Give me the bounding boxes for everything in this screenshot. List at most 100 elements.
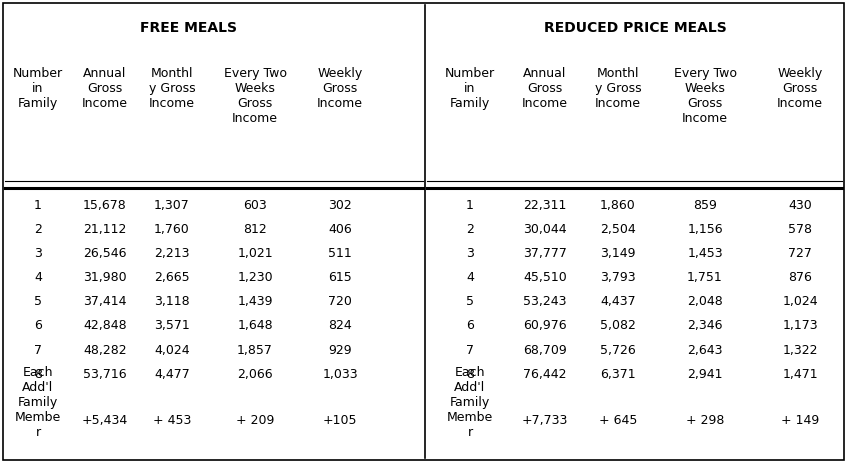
Text: 22,311: 22,311 bbox=[523, 199, 567, 212]
Text: Number
in
Family: Number in Family bbox=[13, 67, 63, 110]
Text: 1,760: 1,760 bbox=[154, 223, 190, 236]
Text: 3: 3 bbox=[466, 247, 474, 260]
Text: 5,082: 5,082 bbox=[600, 319, 636, 332]
Text: 4,477: 4,477 bbox=[154, 368, 190, 381]
Text: 53,243: 53,243 bbox=[523, 295, 567, 308]
Text: 1: 1 bbox=[34, 199, 42, 212]
Text: Weekly
Gross
Income: Weekly Gross Income bbox=[317, 67, 363, 110]
Text: 2: 2 bbox=[466, 223, 474, 236]
Text: 1,021: 1,021 bbox=[237, 247, 273, 260]
Text: 30,044: 30,044 bbox=[523, 223, 567, 236]
Text: 2,643: 2,643 bbox=[687, 344, 722, 357]
Text: 6: 6 bbox=[466, 319, 474, 332]
Text: 5,726: 5,726 bbox=[601, 344, 636, 357]
Text: 1,322: 1,322 bbox=[783, 344, 817, 357]
Text: 1,648: 1,648 bbox=[237, 319, 273, 332]
Text: 3,118: 3,118 bbox=[154, 295, 190, 308]
Text: 1,307: 1,307 bbox=[154, 199, 190, 212]
Text: 1,857: 1,857 bbox=[237, 344, 273, 357]
Text: Annual
Gross
Income: Annual Gross Income bbox=[82, 67, 128, 110]
Text: 615: 615 bbox=[328, 271, 352, 284]
Text: 5: 5 bbox=[34, 295, 42, 308]
Text: 8: 8 bbox=[34, 368, 42, 381]
Text: 1,860: 1,860 bbox=[601, 199, 636, 212]
Text: 3,149: 3,149 bbox=[601, 247, 636, 260]
Text: 812: 812 bbox=[243, 223, 267, 236]
Text: 1,024: 1,024 bbox=[782, 295, 818, 308]
Text: +5,434: +5,434 bbox=[82, 414, 128, 427]
Text: 302: 302 bbox=[328, 199, 352, 212]
Text: +7,733: +7,733 bbox=[522, 414, 568, 427]
Text: 2,941: 2,941 bbox=[687, 368, 722, 381]
Text: Each
Add'l
Family
Membe
r: Each Add'l Family Membe r bbox=[15, 366, 61, 439]
Text: 76,442: 76,442 bbox=[523, 368, 567, 381]
Text: 1,230: 1,230 bbox=[237, 271, 273, 284]
Text: 4: 4 bbox=[466, 271, 474, 284]
Text: 1,033: 1,033 bbox=[322, 368, 357, 381]
Text: Number
in
Family: Number in Family bbox=[445, 67, 495, 110]
Text: 1,751: 1,751 bbox=[687, 271, 722, 284]
Text: 2,346: 2,346 bbox=[687, 319, 722, 332]
Text: 7: 7 bbox=[34, 344, 42, 357]
Text: 2,665: 2,665 bbox=[154, 271, 190, 284]
Text: 6,371: 6,371 bbox=[601, 368, 636, 381]
Text: 511: 511 bbox=[328, 247, 352, 260]
Text: 859: 859 bbox=[693, 199, 717, 212]
Text: 31,980: 31,980 bbox=[83, 271, 127, 284]
Text: 26,546: 26,546 bbox=[83, 247, 127, 260]
Text: 727: 727 bbox=[788, 247, 812, 260]
Text: 720: 720 bbox=[328, 295, 352, 308]
Text: 37,414: 37,414 bbox=[83, 295, 127, 308]
Text: 2,213: 2,213 bbox=[154, 247, 190, 260]
Text: 3,793: 3,793 bbox=[601, 271, 636, 284]
Text: Every Two
Weeks
Gross
Income: Every Two Weeks Gross Income bbox=[673, 67, 737, 125]
Text: 5: 5 bbox=[466, 295, 474, 308]
Text: 60,976: 60,976 bbox=[523, 319, 567, 332]
Text: 876: 876 bbox=[788, 271, 812, 284]
Text: 578: 578 bbox=[788, 223, 812, 236]
Text: +105: +105 bbox=[323, 414, 357, 427]
Text: + 453: + 453 bbox=[152, 414, 191, 427]
Text: 406: 406 bbox=[328, 223, 352, 236]
Text: 2,504: 2,504 bbox=[601, 223, 636, 236]
Text: 603: 603 bbox=[243, 199, 267, 212]
Text: + 298: + 298 bbox=[686, 414, 724, 427]
Text: FREE MEALS: FREE MEALS bbox=[141, 21, 237, 35]
Text: 824: 824 bbox=[328, 319, 352, 332]
Text: 4: 4 bbox=[34, 271, 42, 284]
Text: 7: 7 bbox=[466, 344, 474, 357]
Text: 4,437: 4,437 bbox=[601, 295, 636, 308]
Text: 2,048: 2,048 bbox=[687, 295, 722, 308]
Text: Every Two
Weeks
Gross
Income: Every Two Weeks Gross Income bbox=[224, 67, 286, 125]
Text: Weekly
Gross
Income: Weekly Gross Income bbox=[777, 67, 823, 110]
Text: Each
Add'l
Family
Membe
r: Each Add'l Family Membe r bbox=[447, 366, 493, 439]
Text: + 149: + 149 bbox=[781, 414, 819, 427]
Text: Monthl
y Gross
Income: Monthl y Gross Income bbox=[149, 67, 196, 110]
Text: 1,453: 1,453 bbox=[687, 247, 722, 260]
Text: REDUCED PRICE MEALS: REDUCED PRICE MEALS bbox=[544, 21, 727, 35]
Text: 929: 929 bbox=[328, 344, 352, 357]
Text: 1,439: 1,439 bbox=[237, 295, 273, 308]
Text: + 209: + 209 bbox=[235, 414, 274, 427]
Text: 430: 430 bbox=[788, 199, 812, 212]
Text: 4,024: 4,024 bbox=[154, 344, 190, 357]
Text: 42,848: 42,848 bbox=[83, 319, 127, 332]
Text: + 645: + 645 bbox=[599, 414, 637, 427]
Text: Monthl
y Gross
Income: Monthl y Gross Income bbox=[595, 67, 641, 110]
Text: 3,571: 3,571 bbox=[154, 319, 190, 332]
Text: 68,709: 68,709 bbox=[523, 344, 567, 357]
Text: 1: 1 bbox=[466, 199, 474, 212]
Text: 6: 6 bbox=[34, 319, 42, 332]
Text: Annual
Gross
Income: Annual Gross Income bbox=[522, 67, 568, 110]
Text: 3: 3 bbox=[34, 247, 42, 260]
Text: 8: 8 bbox=[466, 368, 474, 381]
Text: 1,156: 1,156 bbox=[687, 223, 722, 236]
Text: 1,173: 1,173 bbox=[782, 319, 818, 332]
Text: 37,777: 37,777 bbox=[523, 247, 567, 260]
Text: 2,066: 2,066 bbox=[237, 368, 273, 381]
Text: 15,678: 15,678 bbox=[83, 199, 127, 212]
Text: 2: 2 bbox=[34, 223, 42, 236]
Text: 21,112: 21,112 bbox=[83, 223, 127, 236]
Text: 45,510: 45,510 bbox=[523, 271, 567, 284]
Text: 48,282: 48,282 bbox=[83, 344, 127, 357]
